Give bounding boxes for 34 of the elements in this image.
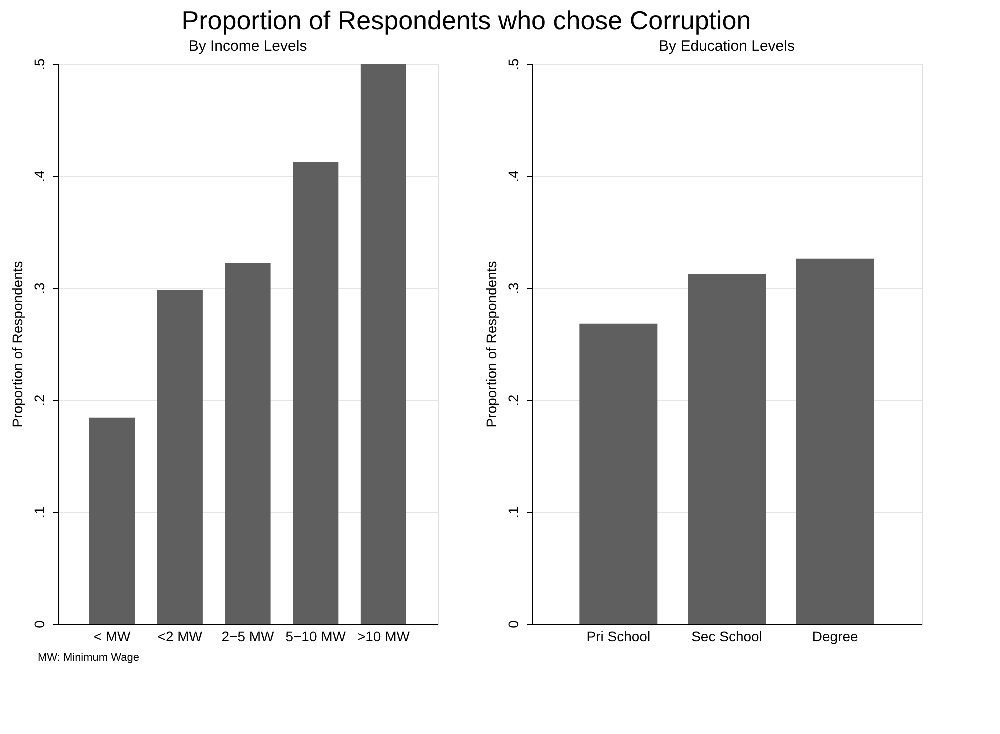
y-axis-title: Proportion of Respondents bbox=[484, 261, 500, 428]
bar bbox=[89, 418, 136, 624]
text: MW: Minimum Wage bbox=[38, 652, 140, 664]
x-tick-label: 2−5 MW bbox=[222, 628, 276, 644]
chart-subtitle: By Education Levels bbox=[659, 38, 795, 56]
y-axis-title: Proportion of Respondents bbox=[10, 261, 26, 428]
chart-subtitle: By Income Levels bbox=[188, 38, 308, 56]
bar bbox=[796, 258, 874, 624]
bar bbox=[157, 290, 203, 624]
y-tick-label: .2 bbox=[506, 394, 522, 406]
y-tick-label: .5 bbox=[32, 58, 48, 70]
x-tick-label: Pri School bbox=[586, 628, 651, 644]
y-tick-label: .1 bbox=[32, 506, 48, 518]
x-tick-label: >10 MW bbox=[357, 628, 411, 644]
y-tick-label: 0 bbox=[32, 620, 48, 628]
y-tick-label: 0 bbox=[506, 620, 522, 628]
bar bbox=[688, 274, 766, 624]
x-tick-label: Degree bbox=[812, 628, 859, 644]
y-tick-label: .4 bbox=[506, 170, 522, 182]
y-tick-label: .1 bbox=[506, 506, 522, 518]
bar bbox=[293, 162, 339, 624]
y-tick-label: .3 bbox=[32, 282, 48, 294]
y-tick-label: .3 bbox=[506, 282, 522, 294]
bar bbox=[225, 263, 271, 624]
x-tick-label: < MW bbox=[94, 628, 132, 644]
chart-title: Proportion of Respondents who chose Corruption bbox=[182, 6, 752, 36]
y-tick-label: .5 bbox=[506, 58, 522, 70]
x-tick-label: Sec School bbox=[692, 628, 762, 644]
x-tick-label: 5−10 MW bbox=[286, 628, 347, 644]
bar bbox=[580, 324, 658, 624]
bar bbox=[360, 64, 407, 624]
y-tick-label: .2 bbox=[32, 394, 48, 406]
x-tick-label: <2 MW bbox=[158, 628, 204, 644]
y-tick-label: .4 bbox=[32, 170, 48, 182]
